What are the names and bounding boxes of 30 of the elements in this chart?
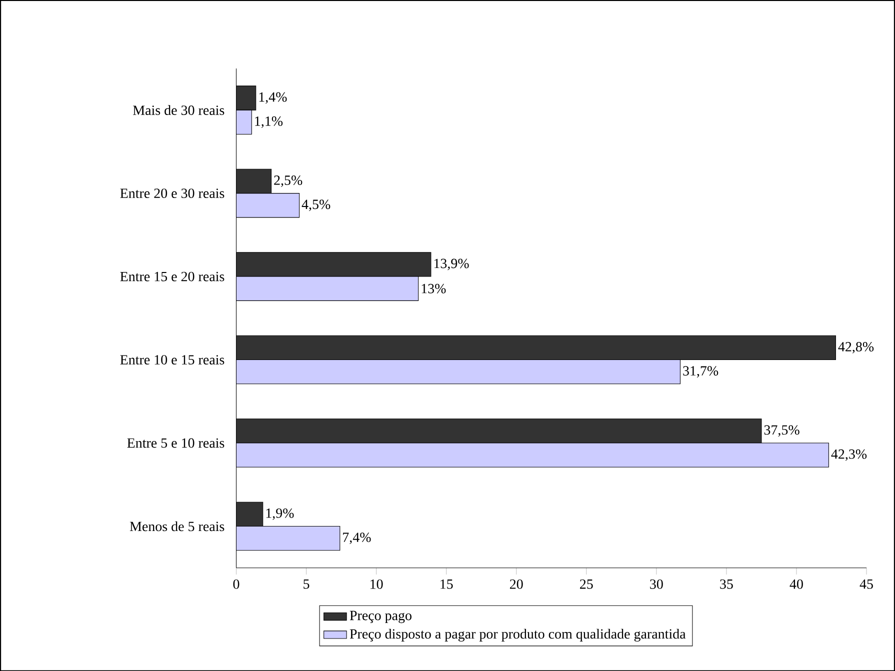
data-label: 1,9% [266, 508, 294, 520]
y-tick-label: Entre 15 e 20 reais [120, 272, 224, 282]
y-tick-label: Entre 5 e 10 reais [127, 438, 224, 448]
data-label: 42,8% [838, 342, 874, 354]
data-label: 42,3% [831, 449, 867, 461]
data-label: 31,7% [683, 366, 718, 378]
data-label: 7,4% [343, 532, 371, 544]
x-tick-label: 40 [790, 579, 803, 589]
data-label: 13% [422, 284, 446, 294]
data-label: 13,9% [434, 258, 469, 270]
y-tick-label: Entre 20 e 30 reais [120, 188, 224, 198]
y-tick-label: Entre 10 e 15 reais [120, 354, 224, 364]
x-tick-label: 30 [650, 579, 663, 589]
data-label: 2,5% [274, 175, 302, 187]
x-tick-label: 10 [370, 579, 383, 589]
y-tick-label: Mais de 30 reais [133, 105, 224, 115]
legend-label: Preço disposto a pagar por produto com qualidade garantida [350, 628, 686, 642]
data-label: 4,5% [302, 200, 330, 211]
y-tick-label: Menos de 5 reais [130, 521, 224, 532]
x-tick-label: 5 [304, 579, 310, 589]
data-label: 1,1% [255, 116, 283, 128]
x-tick-label: 20 [510, 579, 523, 589]
data-label: 1,4% [259, 92, 287, 104]
legend-label: Preço pago [350, 610, 412, 623]
x-tick-label: 25 [580, 579, 593, 589]
x-tick-label: 0 [233, 579, 240, 589]
x-tick-label: 35 [720, 579, 733, 589]
data-label: 37,5% [764, 425, 800, 437]
x-tick-label: 45 [860, 579, 873, 589]
x-tick-label: 15 [440, 579, 453, 589]
